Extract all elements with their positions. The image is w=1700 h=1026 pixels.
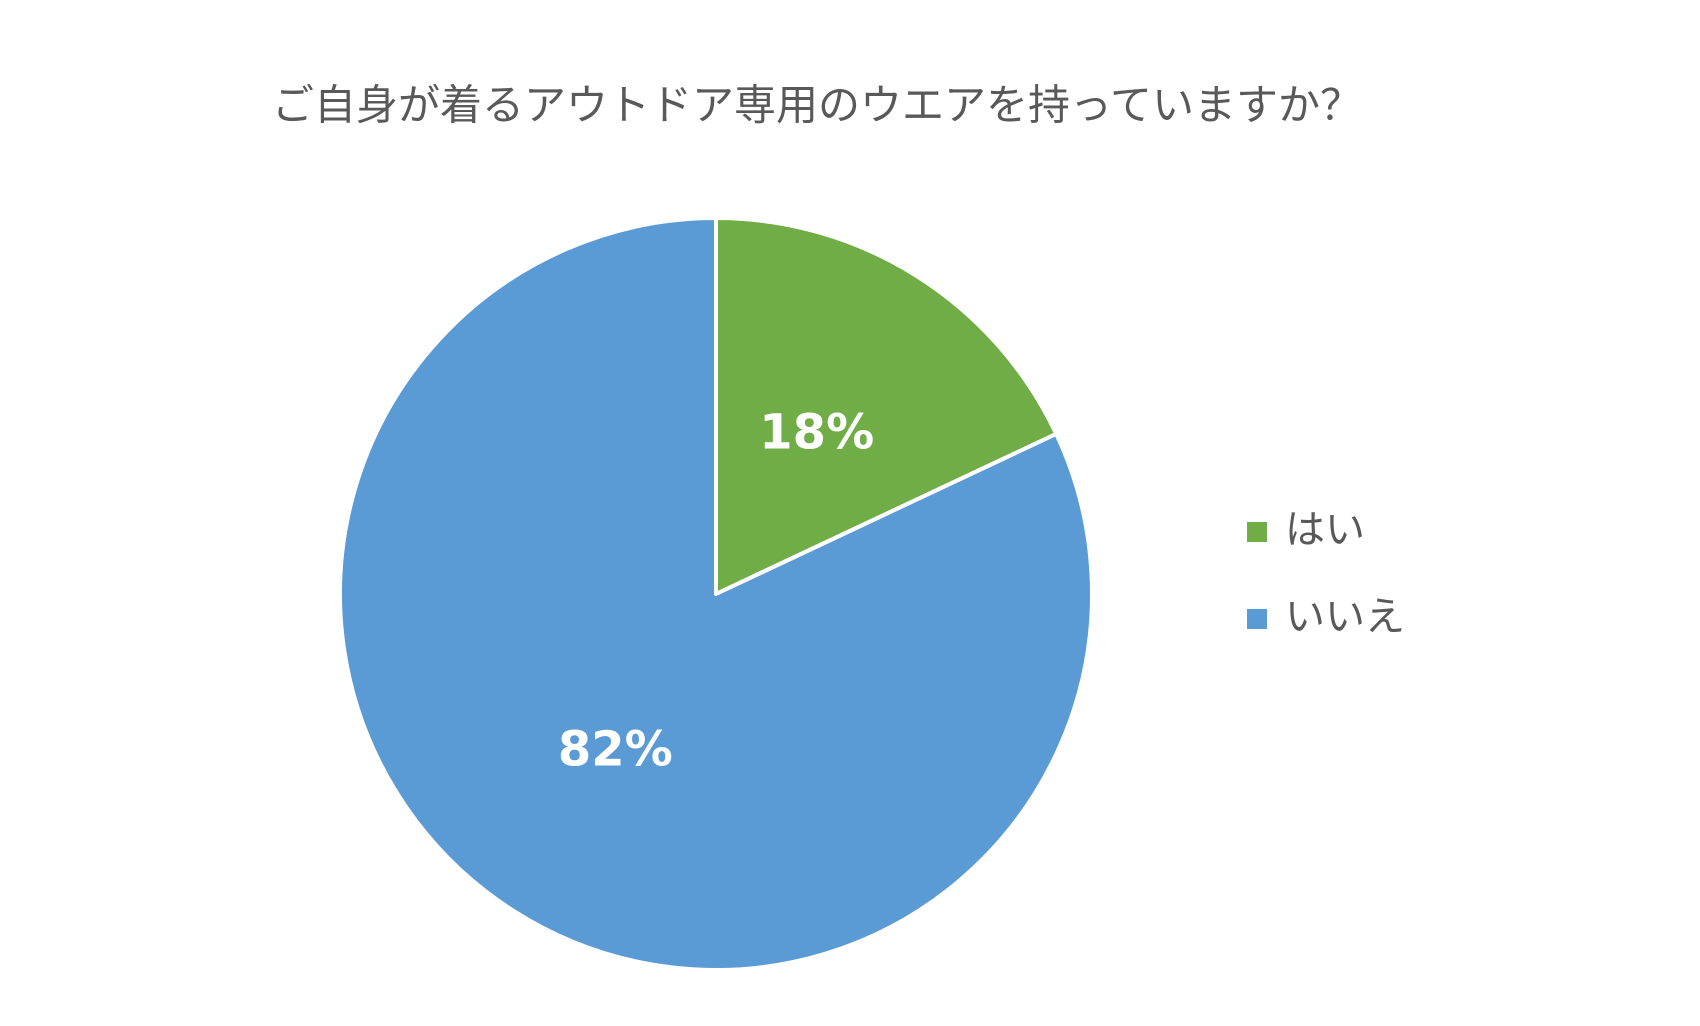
- chart-title: ご自身が着るアウトドア専用のウエアを持っていますか？: [272, 81, 1362, 130]
- data-label: 82%: [558, 722, 673, 778]
- legend-swatch: [1247, 609, 1267, 629]
- pie-slice: [338, 216, 1094, 972]
- legend-label: いいえ: [1285, 594, 1405, 640]
- legend-label: はい: [1285, 507, 1365, 553]
- data-label: 18%: [759, 404, 874, 460]
- legend-swatch: [1247, 522, 1267, 542]
- pie-slice: [714, 216, 1059, 596]
